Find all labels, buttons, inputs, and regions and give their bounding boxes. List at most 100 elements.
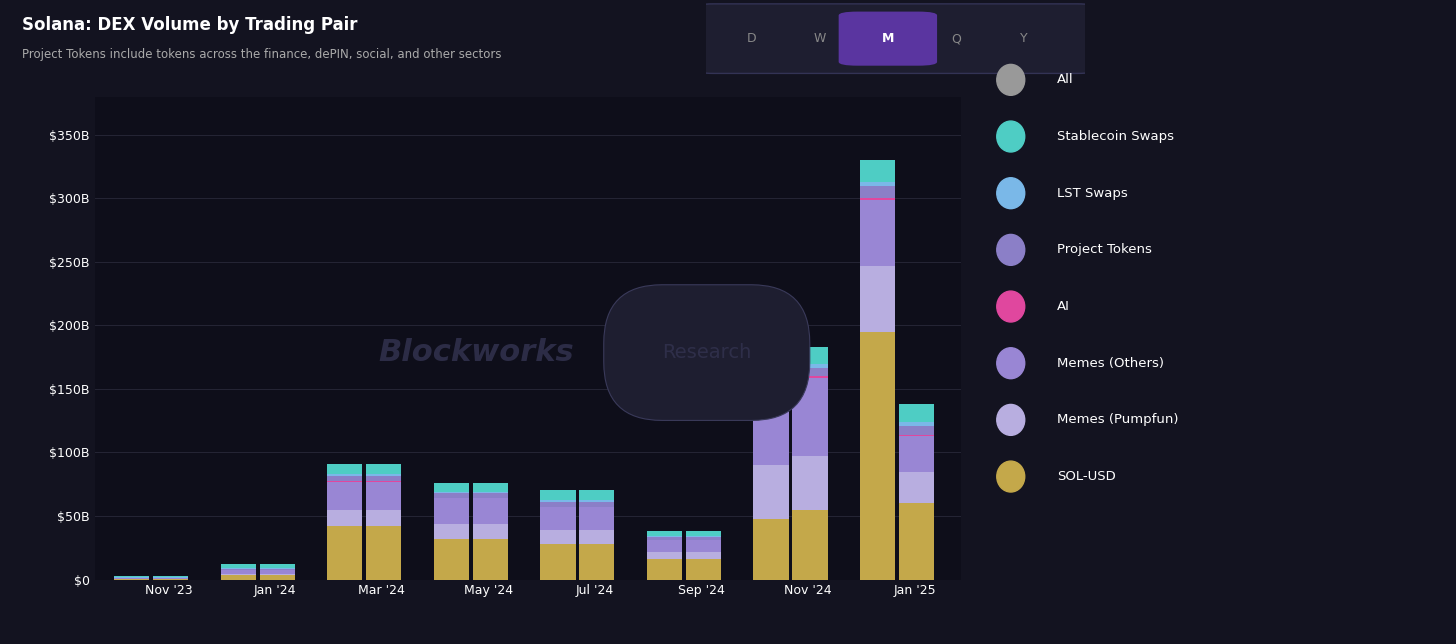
- Circle shape: [997, 64, 1025, 95]
- Bar: [898, 422, 935, 426]
- Text: Blockworks: Blockworks: [379, 338, 574, 367]
- Bar: [753, 361, 789, 379]
- Bar: [259, 569, 294, 570]
- Bar: [646, 536, 681, 537]
- Bar: [646, 537, 681, 540]
- Bar: [686, 531, 721, 536]
- Text: Solana: DEX Volume by Trading Pair: Solana: DEX Volume by Trading Pair: [22, 16, 357, 34]
- Bar: [365, 476, 402, 481]
- Bar: [365, 464, 402, 474]
- Bar: [328, 474, 363, 476]
- Bar: [434, 524, 469, 539]
- Bar: [646, 540, 681, 552]
- Bar: [860, 182, 895, 186]
- Bar: [898, 471, 935, 504]
- Bar: [434, 493, 469, 498]
- Bar: [792, 457, 827, 509]
- Bar: [114, 576, 150, 578]
- Bar: [753, 518, 789, 580]
- Bar: [259, 574, 294, 575]
- Text: D: D: [747, 32, 757, 45]
- Bar: [434, 498, 469, 524]
- Bar: [473, 524, 508, 539]
- Bar: [646, 559, 681, 580]
- Text: M: M: [882, 32, 894, 45]
- Bar: [473, 539, 508, 580]
- Bar: [898, 404, 935, 422]
- Bar: [898, 426, 935, 435]
- Bar: [221, 569, 256, 570]
- Text: Project Tokens include tokens across the finance, dePIN, social, and other secto: Project Tokens include tokens across the…: [22, 48, 501, 61]
- Bar: [540, 544, 575, 580]
- Bar: [434, 539, 469, 580]
- Bar: [753, 392, 789, 465]
- Text: Memes (Others): Memes (Others): [1057, 357, 1165, 370]
- Bar: [686, 537, 721, 540]
- Bar: [898, 436, 935, 471]
- Bar: [579, 507, 614, 530]
- Bar: [753, 465, 789, 518]
- Bar: [792, 377, 827, 457]
- Circle shape: [997, 404, 1025, 435]
- Bar: [579, 544, 614, 580]
- Bar: [898, 435, 935, 436]
- Bar: [259, 564, 294, 568]
- Text: All: All: [1057, 73, 1075, 86]
- Circle shape: [997, 291, 1025, 322]
- Bar: [473, 498, 508, 524]
- Bar: [434, 483, 469, 492]
- Bar: [860, 198, 895, 200]
- Text: Y: Y: [1021, 32, 1028, 45]
- Bar: [898, 504, 935, 580]
- Text: SOL-USD: SOL-USD: [1057, 470, 1117, 483]
- Bar: [579, 500, 614, 502]
- Bar: [328, 509, 363, 526]
- Text: AI: AI: [1057, 300, 1070, 313]
- Bar: [860, 200, 895, 265]
- Bar: [365, 482, 402, 509]
- Text: W: W: [814, 32, 826, 45]
- Bar: [473, 483, 508, 492]
- Circle shape: [997, 461, 1025, 492]
- Bar: [860, 332, 895, 580]
- Bar: [540, 500, 575, 502]
- Bar: [792, 346, 827, 365]
- Bar: [686, 552, 721, 559]
- Bar: [540, 489, 575, 500]
- Bar: [860, 186, 895, 198]
- Bar: [686, 540, 721, 552]
- Text: LST Swaps: LST Swaps: [1057, 187, 1128, 200]
- Bar: [540, 507, 575, 530]
- Text: Project Tokens: Project Tokens: [1057, 243, 1152, 256]
- FancyBboxPatch shape: [695, 4, 1096, 73]
- Bar: [579, 530, 614, 544]
- Circle shape: [997, 234, 1025, 265]
- Bar: [221, 570, 256, 574]
- Text: Stablecoin Swaps: Stablecoin Swaps: [1057, 130, 1175, 143]
- Bar: [792, 368, 827, 377]
- Bar: [579, 489, 614, 500]
- Bar: [473, 492, 508, 493]
- Bar: [259, 570, 294, 574]
- Bar: [365, 474, 402, 476]
- Bar: [646, 531, 681, 536]
- Circle shape: [997, 178, 1025, 209]
- Bar: [860, 160, 895, 182]
- Bar: [365, 509, 402, 526]
- Bar: [686, 559, 721, 580]
- Bar: [753, 381, 789, 390]
- Bar: [579, 502, 614, 507]
- Bar: [365, 526, 402, 580]
- Bar: [328, 482, 363, 509]
- Bar: [328, 464, 363, 474]
- Bar: [221, 574, 256, 575]
- Bar: [473, 493, 508, 498]
- Bar: [221, 575, 256, 580]
- Bar: [792, 365, 827, 368]
- Text: Research: Research: [662, 343, 751, 362]
- Bar: [753, 390, 789, 392]
- Bar: [646, 552, 681, 559]
- Bar: [434, 492, 469, 493]
- Text: Q: Q: [951, 32, 961, 45]
- Circle shape: [997, 348, 1025, 379]
